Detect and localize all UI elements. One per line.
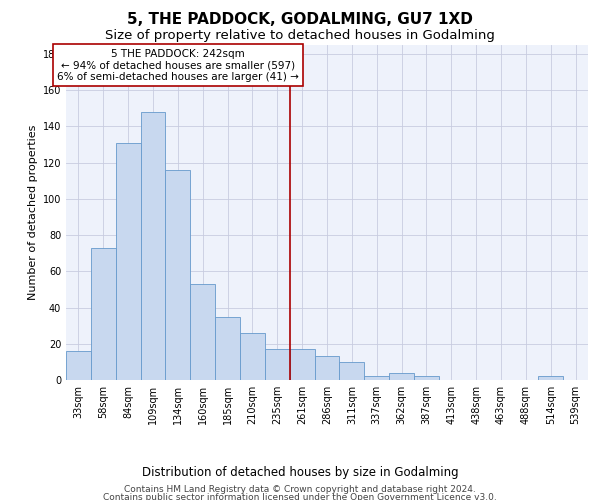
Text: Distribution of detached houses by size in Godalming: Distribution of detached houses by size …: [142, 466, 458, 479]
Text: Contains HM Land Registry data © Crown copyright and database right 2024.: Contains HM Land Registry data © Crown c…: [124, 485, 476, 494]
Bar: [265, 349, 290, 380]
Bar: [91, 248, 116, 380]
Bar: [66, 351, 91, 380]
Bar: [190, 284, 215, 380]
Text: Size of property relative to detached houses in Godalming: Size of property relative to detached ho…: [105, 28, 495, 42]
Text: 5 THE PADDOCK: 242sqm
← 94% of detached houses are smaller (597)
6% of semi-deta: 5 THE PADDOCK: 242sqm ← 94% of detached …: [57, 48, 299, 82]
Bar: [414, 376, 439, 380]
Bar: [314, 356, 340, 380]
Text: Contains public sector information licensed under the Open Government Licence v3: Contains public sector information licen…: [103, 494, 497, 500]
Text: 5, THE PADDOCK, GODALMING, GU7 1XD: 5, THE PADDOCK, GODALMING, GU7 1XD: [127, 12, 473, 28]
Bar: [215, 316, 240, 380]
Bar: [364, 376, 389, 380]
Bar: [340, 362, 364, 380]
Bar: [389, 373, 414, 380]
Bar: [140, 112, 166, 380]
Bar: [538, 376, 563, 380]
Bar: [290, 349, 314, 380]
Bar: [166, 170, 190, 380]
Bar: [116, 143, 140, 380]
Bar: [240, 333, 265, 380]
Y-axis label: Number of detached properties: Number of detached properties: [28, 125, 38, 300]
